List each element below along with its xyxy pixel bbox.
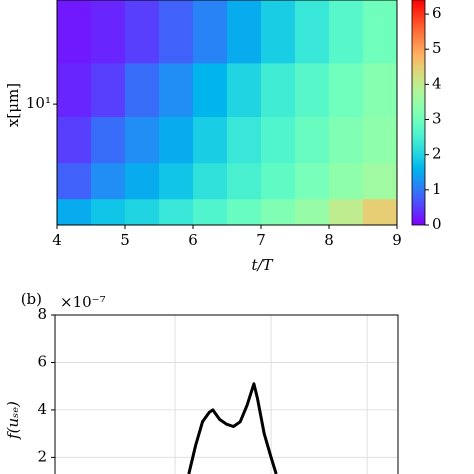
colorbar-tick-label: 3 (432, 110, 442, 128)
heatmap-cell (193, 116, 228, 164)
heatmap-cell (329, 0, 364, 64)
heatmap-cell (261, 116, 296, 164)
heatmap-cell (125, 198, 160, 225)
x-tick-label: 8 (324, 231, 334, 249)
heatmap-cell (227, 116, 262, 164)
heatmap-cell (363, 198, 397, 225)
x-tick-label: 5 (120, 231, 130, 249)
y-tick-label: 2 (37, 447, 47, 465)
heatmap-cell (159, 198, 194, 225)
colorbar-tick-label: 6 (432, 4, 442, 22)
x-tick-label: 7 (256, 231, 266, 249)
heatmap-cell (91, 162, 126, 200)
colorbar-tick-label: 4 (432, 74, 442, 92)
heatmap-cell (295, 116, 330, 164)
heatmap-cell (261, 162, 296, 200)
heatmap-cell (125, 162, 160, 200)
heatmap-cell (227, 198, 262, 225)
heatmap-cell (57, 198, 92, 225)
y-axis-label: f(uₛₑ) (4, 401, 22, 440)
heatmap-cell (125, 0, 160, 64)
colorbar-tick-label: 0 (432, 215, 442, 233)
heatmap-cell (329, 62, 364, 117)
colorbar-tick-label: 1 (432, 180, 442, 198)
heatmap-cell (227, 0, 262, 64)
x-tick-label: 6 (188, 231, 198, 249)
data-line (187, 382, 278, 474)
heatmap-cell (363, 162, 397, 200)
heatmap-cell (363, 62, 397, 117)
heatmap-cell (91, 0, 126, 64)
y-tick-label: 6 (37, 352, 47, 370)
heatmap-cell (227, 162, 262, 200)
heatmap-cell (329, 198, 364, 225)
heatmap-cell (295, 62, 330, 117)
heatmap-cell (193, 62, 228, 117)
heatmap-cell (91, 62, 126, 117)
heatmap-cell (363, 0, 397, 64)
heatmap-cell (227, 62, 262, 117)
y-tick-label: 4 (37, 400, 47, 418)
heatmap-cell (261, 0, 296, 64)
colorbar-tick-label: 5 (432, 39, 442, 57)
heatmap-cell (57, 0, 92, 64)
plot-frame (54, 314, 399, 474)
x-tick-label: 4 (52, 231, 62, 249)
heatmap-cell (125, 62, 160, 117)
heatmap-cell (159, 62, 194, 117)
colorbar (411, 0, 426, 226)
heatmap-cell (295, 198, 330, 225)
heatmap-cell (295, 0, 330, 64)
offset-label: ×10⁻⁷ (60, 293, 106, 311)
heatmap-cell (57, 62, 92, 117)
heatmap-cell (159, 116, 194, 164)
plot-frame (56, 0, 398, 226)
heatmap-cell (159, 0, 194, 64)
heatmap-cell (261, 198, 296, 225)
heatmap-cell (363, 116, 397, 164)
heatmap-cell (193, 198, 228, 225)
heatmap-cell (91, 116, 126, 164)
heatmap-cell (193, 0, 228, 64)
heatmap-cell (329, 116, 364, 164)
heatmap-cell (295, 162, 330, 200)
heatmap-cell (57, 162, 92, 200)
heatmap-cell (329, 162, 364, 200)
x-tick-label: 9 (392, 231, 402, 249)
heatmap-cell (159, 162, 194, 200)
x-axis-label: t/T (251, 256, 273, 274)
y-tick-label: 8 (37, 305, 47, 323)
heatmap-cell (193, 162, 228, 200)
y-axis-label: x[μm] (4, 83, 22, 127)
heatmap (57, 0, 397, 225)
heatmap-cell (125, 116, 160, 164)
heatmap-cell (91, 198, 126, 225)
heatmap-cell (57, 116, 92, 164)
heatmap-cell (261, 62, 296, 117)
colorbar-tick-label: 2 (432, 145, 442, 163)
panel-label: (b) (21, 290, 42, 308)
y-tick-label: 10¹ (26, 94, 51, 112)
